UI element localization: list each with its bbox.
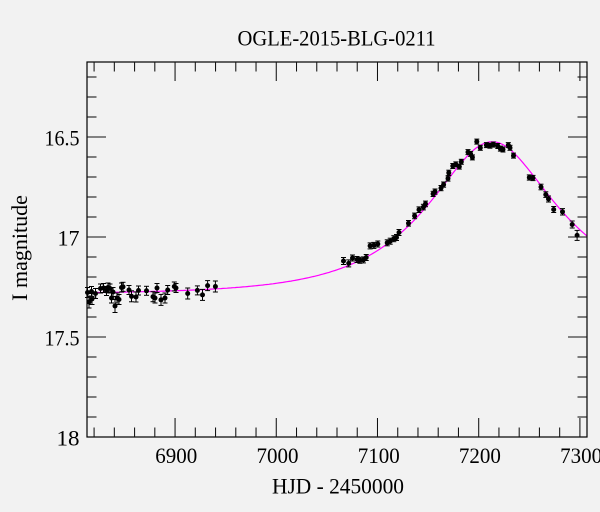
svg-text:7000: 7000 bbox=[257, 443, 299, 468]
svg-text:OGLE-2015-BLG-0211: OGLE-2015-BLG-0211 bbox=[238, 26, 436, 51]
svg-text:I magnitude: I magnitude bbox=[7, 195, 32, 301]
svg-text:17.5: 17.5 bbox=[45, 325, 80, 350]
svg-text:18: 18 bbox=[57, 425, 80, 450]
svg-text:HJD - 2450000: HJD - 2450000 bbox=[272, 474, 404, 499]
svg-text:7100: 7100 bbox=[358, 443, 400, 468]
svg-text:17: 17 bbox=[58, 225, 80, 250]
svg-text:6900: 6900 bbox=[155, 443, 197, 468]
svg-text:7200: 7200 bbox=[459, 443, 501, 468]
svg-text:16.5: 16.5 bbox=[45, 125, 80, 150]
svg-text:7300: 7300 bbox=[560, 443, 600, 468]
